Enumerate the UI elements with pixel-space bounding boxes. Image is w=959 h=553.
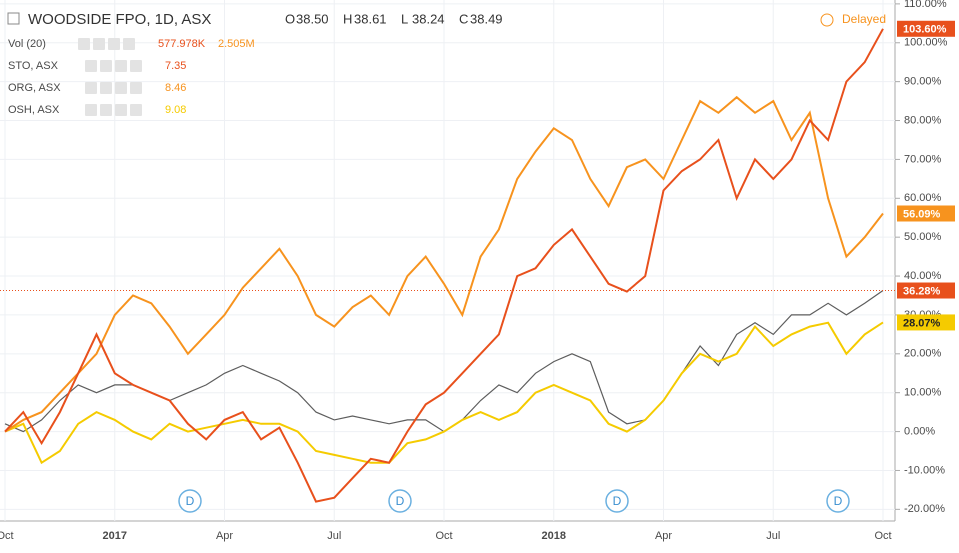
x-tick-label: 2018 [542, 530, 566, 542]
ohlc-key: C [459, 11, 468, 26]
x-tick-label: Jul [766, 530, 780, 542]
last-value-label: 103.60% [903, 24, 947, 36]
ohlc-value: 38.24 [412, 11, 445, 26]
legend-price: 7.35 [165, 60, 186, 72]
legend-icon [115, 104, 127, 116]
volume-value: 577.978K [158, 38, 206, 50]
y-tick-label: 60.00% [904, 192, 942, 204]
x-tick-label: Jul [327, 530, 341, 542]
legend-icon [78, 38, 90, 50]
ohlc-value: 38.49 [470, 11, 503, 26]
dividend-label: D [186, 494, 195, 508]
collapse-icon [7, 12, 20, 25]
legend-icon [100, 82, 112, 94]
legend-icon [108, 38, 120, 50]
y-tick-label: 110.00% [904, 0, 947, 10]
legend-icon [130, 60, 142, 72]
legend-name: STO, ASX [8, 60, 59, 72]
last-value-box [897, 205, 955, 222]
y-tick-label: 100.00% [904, 37, 948, 49]
legend-icon [85, 60, 97, 72]
dividend-marker [178, 489, 202, 513]
legend-price: 9.08 [165, 104, 186, 116]
y-tick-label: 70.00% [904, 153, 942, 165]
title: WOODSIDE FPO, 1D, ASX [28, 11, 211, 28]
volume-name: Vol (20) [8, 38, 46, 50]
last-value-box [897, 282, 955, 299]
legend-icon [85, 104, 97, 116]
legend-icon [115, 82, 127, 94]
legend-icon [130, 82, 142, 94]
dividend-marker [826, 489, 850, 513]
x-tick-label: Oct [435, 530, 452, 542]
y-tick-label: 90.00% [904, 76, 942, 88]
legend-name: OSH, ASX [8, 104, 60, 116]
x-tick-label: Oct [874, 530, 891, 542]
x-tick-label: Apr [655, 530, 672, 542]
x-tick-label: Apr [216, 530, 233, 542]
series-line [4, 28, 884, 503]
dividend-label: D [396, 494, 405, 508]
last-value-label: 36.28% [903, 285, 941, 297]
legend-icon [123, 38, 135, 50]
y-tick-label: 40.00% [904, 270, 942, 282]
ohlc-key: O [285, 11, 295, 26]
ohlc-value: 38.61 [354, 11, 387, 26]
y-tick-label: 50.00% [904, 231, 942, 243]
dividend-label: D [613, 494, 622, 508]
series-line [4, 95, 884, 433]
dividend-label: D [834, 494, 843, 508]
last-value-box [897, 314, 955, 331]
legend-icon [115, 60, 127, 72]
y-tick-label: -20.00% [904, 503, 945, 515]
y-tick-label: 10.00% [904, 387, 942, 399]
x-tick-label: 2017 [103, 530, 127, 542]
last-value-label: 56.09% [903, 208, 941, 220]
legend-icon [100, 104, 112, 116]
last-value-label: 28.07% [903, 317, 941, 329]
legend-icon [130, 104, 142, 116]
legend-icon [85, 82, 97, 94]
ohlc-key: L [401, 11, 408, 26]
legend-price: 8.46 [165, 82, 186, 94]
y-tick-label: 0.00% [904, 425, 935, 437]
dividend-marker [388, 489, 412, 513]
legend-name: ORG, ASX [8, 82, 61, 94]
status-icon [820, 13, 834, 27]
legend-icon [100, 60, 112, 72]
status: Delayed [842, 12, 886, 26]
ohlc-value: 38.50 [296, 11, 329, 26]
y-tick-label: 20.00% [904, 348, 942, 360]
legend-icon [93, 38, 105, 50]
last-value-box [897, 20, 955, 37]
y-tick-label: 80.00% [904, 114, 942, 126]
x-tick-label: Oct [0, 530, 14, 542]
volume-value: 2.505M [218, 38, 255, 50]
ohlc-key: H [343, 11, 352, 26]
dividend-marker [605, 489, 629, 513]
y-tick-label: -10.00% [904, 464, 945, 476]
series-line [4, 321, 884, 465]
